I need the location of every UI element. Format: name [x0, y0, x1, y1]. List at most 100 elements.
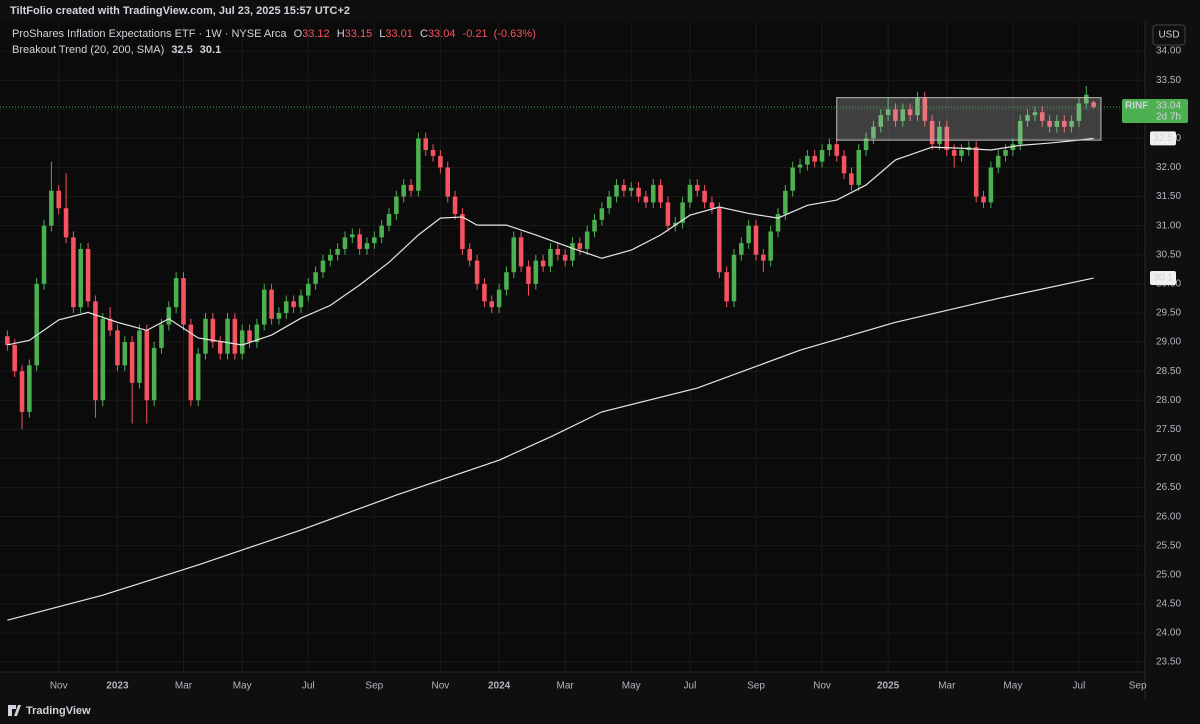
x-tick-label: Jul [302, 681, 315, 692]
candle-body [783, 190, 788, 215]
change: -0.21 [463, 28, 488, 40]
candle-body [93, 301, 98, 401]
x-tick-label: 2025 [877, 681, 900, 692]
y-tick-label: 24.50 [1156, 599, 1181, 610]
ohlc-prefix: L [379, 28, 385, 40]
grid [0, 22, 1145, 672]
indicator-name: Breakout Trend (20, 200, SMA) [12, 44, 164, 56]
candle-body [841, 155, 847, 174]
candle-body [188, 324, 194, 401]
candle-body [342, 237, 348, 249]
candle-body [900, 109, 906, 121]
candle-body [474, 260, 480, 284]
candle-body [658, 184, 663, 203]
candle-body [269, 289, 274, 319]
candle-body [863, 138, 869, 151]
candle-body [555, 248, 561, 255]
candle-body [761, 254, 766, 261]
candle-body [489, 301, 495, 308]
currency-button[interactable] [1152, 24, 1186, 46]
x-tick-label: Sep [747, 681, 765, 692]
candle-body [878, 115, 884, 127]
x-tick-label: May [1003, 681, 1022, 692]
candle-body [599, 208, 605, 220]
candle-body [1091, 102, 1096, 107]
candle-body [937, 126, 942, 145]
candle-body [496, 289, 502, 308]
candle-body [1047, 120, 1052, 127]
candle-body [827, 144, 832, 151]
candle-body [335, 248, 340, 255]
low-value: 33.01 [385, 28, 413, 40]
candle-body [797, 164, 803, 168]
candle-body [254, 324, 260, 343]
candle-body [548, 248, 553, 267]
credit: TiltFolio created with TradingView.com, … [10, 5, 350, 17]
candle-body [680, 202, 685, 223]
candle-body [717, 208, 722, 273]
candle-body [893, 109, 898, 121]
candle-body [276, 312, 282, 319]
candle-body [995, 155, 1001, 168]
x-tick-label: Nov [50, 681, 68, 692]
candle-body [540, 260, 546, 267]
candle-body [636, 187, 641, 197]
legend-indicator: Breakout Trend (20, 200, SMA) 32.5 30.1 [12, 44, 221, 56]
candle-body [687, 184, 693, 203]
candle-body [819, 150, 825, 162]
candle-body [100, 318, 106, 401]
candle-body [137, 330, 142, 383]
symbol-label: RINF [1125, 101, 1148, 112]
candle-body [724, 272, 729, 302]
indicator-label: 32.5 [1153, 133, 1173, 144]
candle-body [606, 196, 612, 209]
candle-body [746, 225, 751, 244]
candle-body [849, 173, 854, 185]
candle-body [665, 202, 671, 226]
candle-body [430, 150, 436, 156]
candle-body [885, 109, 891, 116]
candle-body [1003, 150, 1008, 156]
ohlc-prefix: O [294, 28, 303, 40]
candle-body [504, 272, 509, 290]
candle-body [775, 214, 781, 232]
candle-body [283, 301, 289, 313]
currency[interactable]: USD [1158, 30, 1179, 41]
candle-body [181, 278, 186, 325]
x-tick-label: Jul [684, 681, 697, 692]
legend-main: ProShares Inflation Expectations ETF · 1… [12, 28, 536, 40]
candle-body [1061, 120, 1067, 127]
candle-body [408, 184, 414, 191]
candle-body [981, 196, 986, 203]
candle-body [5, 336, 10, 345]
candle-body [871, 126, 876, 139]
y-tick-label: 27.00 [1156, 453, 1181, 464]
y-tick-label: 26.50 [1156, 482, 1181, 493]
ohlc-prefix: C [420, 28, 428, 40]
candle-body [12, 344, 17, 372]
candle-body [63, 208, 69, 238]
change-percent: (-0.63%) [494, 28, 536, 40]
candle-body [929, 120, 935, 145]
candle-body [1084, 94, 1089, 104]
candle-body [452, 196, 458, 215]
candle-body [115, 330, 120, 366]
candle-body [856, 150, 862, 185]
high-value: 33.15 [345, 28, 373, 40]
candle-body [144, 330, 150, 401]
candle-body [85, 248, 91, 302]
candle-body [1017, 120, 1023, 145]
moving-average [7, 277, 1094, 621]
candle-body [592, 219, 597, 232]
y-tick-label: 31.00 [1156, 220, 1181, 231]
candle-body [298, 295, 304, 308]
candle-body [217, 342, 223, 354]
candle-body [1039, 112, 1045, 121]
y-tick-label: 28.00 [1156, 395, 1181, 406]
y-tick-label: 32.00 [1156, 162, 1181, 173]
candle-body [305, 283, 311, 296]
candle-body [570, 243, 575, 261]
candle-body [166, 307, 172, 325]
x-tick-label: 2023 [106, 681, 129, 692]
